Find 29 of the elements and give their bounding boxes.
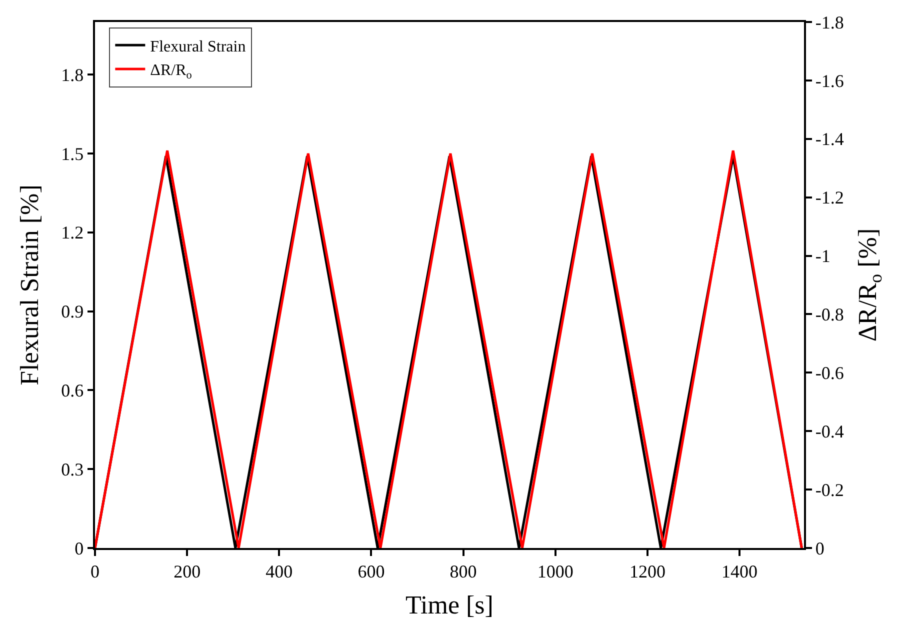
y-axis-title: Flexural Strain [%] xyxy=(15,184,44,386)
y-tick-label: 1.5 xyxy=(61,144,84,164)
legend-label: ΔR/R$_{o}$ xyxy=(150,62,192,82)
x-axis-title: Time [s] xyxy=(406,590,494,620)
y2-tick-label: -0.4 xyxy=(815,421,844,442)
legend-label: Flexural Strain xyxy=(150,38,246,56)
y-tick-label: 0.9 xyxy=(61,302,84,322)
x-tick-label: 200 xyxy=(174,561,201,582)
y-tick-label: 1.8 xyxy=(61,64,84,85)
y-tick-label: 1.2 xyxy=(61,222,84,243)
x-tick-label: 0 xyxy=(90,561,100,582)
x-tick-label: 1000 xyxy=(537,561,574,582)
y-tick-label: 0 xyxy=(74,538,84,558)
y2-tick-label: -0.8 xyxy=(815,304,844,325)
y2-tick-label: -1.8 xyxy=(815,12,844,32)
x-tick-label: 800 xyxy=(450,561,477,582)
y2-tick-label: -1.4 xyxy=(815,129,844,150)
x-tick-label: 1200 xyxy=(629,561,666,582)
y2-tick-label: 0 xyxy=(815,538,824,558)
y-tick-label: 0.6 xyxy=(61,380,84,400)
y2-tick-label: -0.6 xyxy=(815,362,844,383)
x-tick-label: 400 xyxy=(266,561,293,582)
y2-tick-label: -1.2 xyxy=(815,188,844,208)
y2-tick-label: -1.6 xyxy=(815,70,844,91)
x-tick-label: 1400 xyxy=(722,561,758,582)
y-tick-label: 0.3 xyxy=(61,459,84,480)
y2-tick-label: -1 xyxy=(815,246,830,266)
x-tick-label: 600 xyxy=(358,561,385,582)
y2-tick-label: -0.2 xyxy=(815,480,844,500)
